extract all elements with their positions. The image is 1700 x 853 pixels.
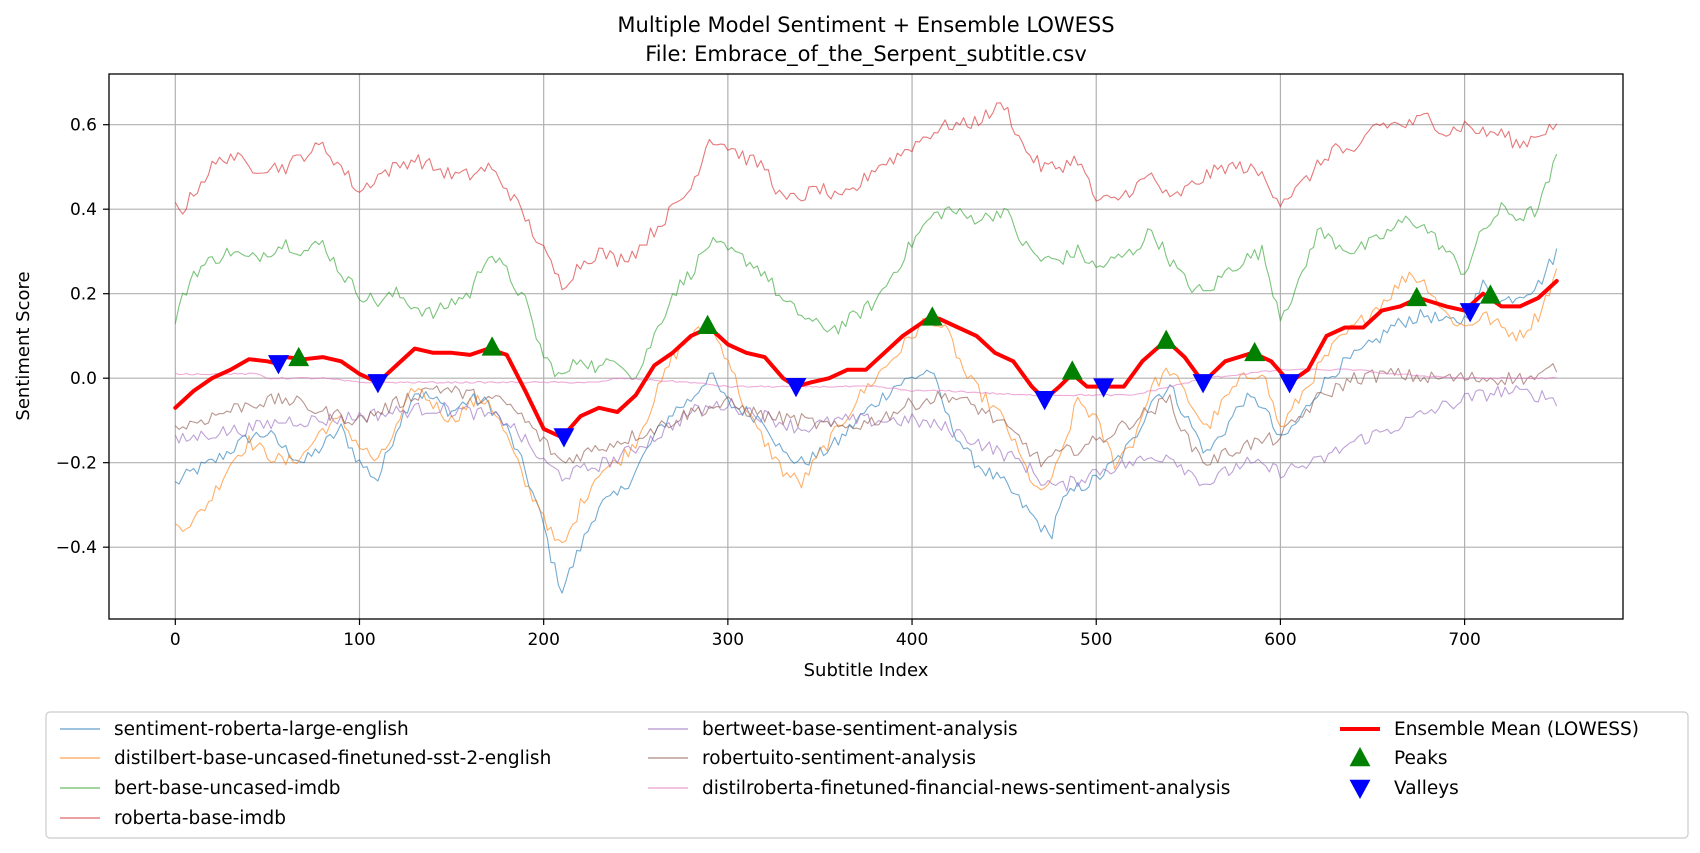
series-line-bert-imdb — [174, 153, 1558, 381]
y-axis-label: Sentiment Score — [13, 271, 34, 420]
valley-marker — [1459, 303, 1481, 323]
series-line-bertweet — [174, 385, 1558, 492]
peak-marker — [921, 306, 943, 326]
series-lines — [173, 102, 1559, 594]
legend-swatch — [1349, 779, 1371, 799]
legend-label: bertweet-base-sentiment-analysis — [702, 719, 1018, 740]
x-axis-label: Subtitle Index — [804, 660, 929, 681]
legend-label: Peaks — [1394, 748, 1448, 769]
x-tick-label: 0 — [170, 630, 181, 650]
peak-marker — [1244, 341, 1266, 362]
chart-title: Multiple Model Sentiment + Ensemble LOWE… — [617, 13, 1114, 37]
valley-marker — [553, 428, 575, 448]
legend-entries: sentiment-roberta-large-english distilber… — [60, 719, 1639, 829]
x-tick-label: 500 — [1080, 630, 1112, 650]
grid-lines — [109, 74, 1623, 619]
legend-label: Valleys — [1394, 778, 1459, 799]
valley-marker — [1279, 374, 1301, 394]
legend-label: bert-base-uncased-imdb — [114, 778, 340, 799]
peak-marker — [1155, 329, 1177, 349]
legend-swatch — [1349, 747, 1371, 767]
legend-label: distilbert-base-uncased-finetuned-sst-2-… — [114, 748, 551, 769]
valley-marker — [1093, 378, 1115, 398]
peak-marker — [1406, 286, 1428, 307]
legend: sentiment-roberta-large-english distilber… — [45, 711, 1689, 839]
series-line-ensemble-lowess — [173, 279, 1559, 440]
chart-subtitle: File: Embrace_of_the_Serpent_subtitle.cs… — [645, 42, 1087, 67]
valley-marker — [785, 377, 807, 398]
legend-frame — [45, 711, 1689, 839]
series-line-distilroberta-financial — [175, 368, 1557, 397]
x-tick-label: 100 — [343, 630, 375, 650]
valley-marker — [268, 355, 289, 375]
series-line-robertuito — [174, 363, 1558, 468]
y-tick-label: 0.6 — [70, 116, 97, 136]
y-tick-label: 0.0 — [70, 369, 97, 389]
y-tick-label: 0.4 — [70, 200, 97, 220]
x-tick-label: 300 — [712, 630, 744, 650]
y-axis-ticks: −0.4 −0.2 0.0 0.2 0.4 0.6 — [56, 116, 109, 558]
y-tick-label: −0.2 — [56, 454, 97, 474]
series-line-roberta-imdb — [174, 102, 1558, 291]
legend-label: robertuito-sentiment-analysis — [702, 748, 976, 769]
legend-label: sentiment-roberta-large-english — [114, 719, 409, 740]
valley-marker — [367, 374, 389, 394]
legend-label: distilroberta-finetuned-financial-news-s… — [702, 778, 1230, 799]
legend-label: Ensemble Mean (LOWESS) — [1394, 719, 1639, 740]
peak-marker — [1061, 360, 1083, 380]
y-tick-label: −0.4 — [56, 538, 97, 558]
peak-marker — [288, 346, 310, 367]
x-tick-label: 700 — [1448, 630, 1480, 650]
peak-marker — [697, 314, 719, 335]
peak-valley-markers — [268, 284, 1501, 448]
legend-label: roberta-base-imdb — [114, 808, 286, 829]
y-tick-label: 0.2 — [70, 285, 97, 305]
x-axis-ticks: 0 100 200 300 400 500 600 700 — [170, 619, 1481, 650]
x-tick-label: 400 — [896, 630, 928, 650]
plot-frame — [108, 73, 1624, 620]
x-tick-label: 200 — [527, 630, 559, 650]
peak-marker — [1479, 284, 1501, 304]
valley-marker — [1192, 374, 1214, 394]
valley-marker — [1034, 391, 1056, 411]
x-tick-label: 600 — [1264, 630, 1296, 650]
series-line-roberta-large — [174, 248, 1558, 594]
peak-marker — [481, 336, 503, 356]
